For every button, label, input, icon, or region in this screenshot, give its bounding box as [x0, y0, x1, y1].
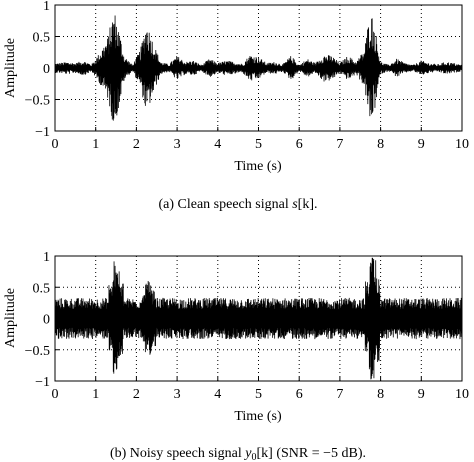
grid-b: [55, 256, 462, 381]
y-ticks-b: 1 0.5 0 −0.5 −1: [25, 250, 59, 390]
y-tick-label: 0.5: [33, 31, 51, 46]
x-tick-label: 1: [92, 137, 99, 152]
y-tick-label: −1: [35, 375, 50, 390]
x-tick-label: 10: [455, 137, 469, 152]
signal-line: [54, 257, 463, 380]
x-tick-label: 9: [418, 137, 425, 152]
x-axis-label-a: Time (s): [234, 159, 282, 174]
y-ticks-a: 1 0.5 0 −0.5 −1: [25, 0, 59, 140]
x-tick-label: 0: [52, 137, 59, 152]
waveform-a: [54, 15, 463, 121]
y-axis-label-b: Amplitude: [3, 288, 18, 348]
x-tick-label: 6: [296, 137, 303, 152]
caption-b: (b) Noisy speech signal y0[k] (SNR = −5 …: [110, 446, 366, 462]
y-tick-label: 1: [43, 250, 50, 265]
y-tick-label: 1: [43, 0, 50, 14]
x-axis-label-b: Time (s): [234, 409, 282, 424]
y-tick-label: 0: [43, 62, 50, 77]
x-tick-label: 0: [52, 387, 59, 402]
x-tick-label: 2: [133, 387, 140, 402]
x-ticks-b: 0 1 2 3 4 5 6 7 8 9 10: [52, 377, 469, 402]
waveform-b: [54, 257, 463, 380]
x-tick-label: 2: [133, 137, 140, 152]
x-tick-label: 4: [214, 137, 221, 152]
x-tick-label: 4: [214, 387, 221, 402]
grid-a: [55, 5, 462, 131]
x-tick-label: 5: [255, 387, 262, 402]
x-tick-label: 3: [174, 387, 181, 402]
x-tick-label: 6: [296, 387, 303, 402]
y-tick-label: −0.5: [25, 94, 50, 109]
caption-a: (a) Clean speech signal s[k].: [158, 197, 317, 212]
signal-line: [54, 15, 463, 121]
x-tick-label: 8: [377, 387, 384, 402]
y-tick-label: 0.5: [33, 281, 51, 296]
y-tick-label: −1: [35, 125, 50, 140]
x-tick-label: 10: [455, 387, 469, 402]
y-axis-label-a: Amplitude: [3, 38, 18, 98]
x-tick-label: 7: [336, 387, 343, 402]
x-tick-label: 3: [174, 137, 181, 152]
x-tick-label: 5: [255, 137, 262, 152]
x-tick-label: 7: [336, 137, 343, 152]
panel-a-clean-speech: 1 0.5 0 −0.5 −1 0 1 2 3 4 5 6 7 8 9 10 Amplitude Time …: [3, 0, 469, 212]
x-tick-label: 8: [377, 137, 384, 152]
panel-b-noisy-speech: 1 0.5 0 −0.5 −1 0 1 2 3 4 5 6 7 8 9 10 Amplitude Time …: [3, 250, 469, 462]
x-tick-label: 9: [418, 387, 425, 402]
x-ticks-a: 0 1 2 3 4 5 6 7 8 9 10: [52, 127, 469, 152]
x-tick-label: 1: [92, 387, 99, 402]
y-tick-label: −0.5: [25, 344, 50, 359]
y-tick-label: 0: [43, 313, 50, 328]
